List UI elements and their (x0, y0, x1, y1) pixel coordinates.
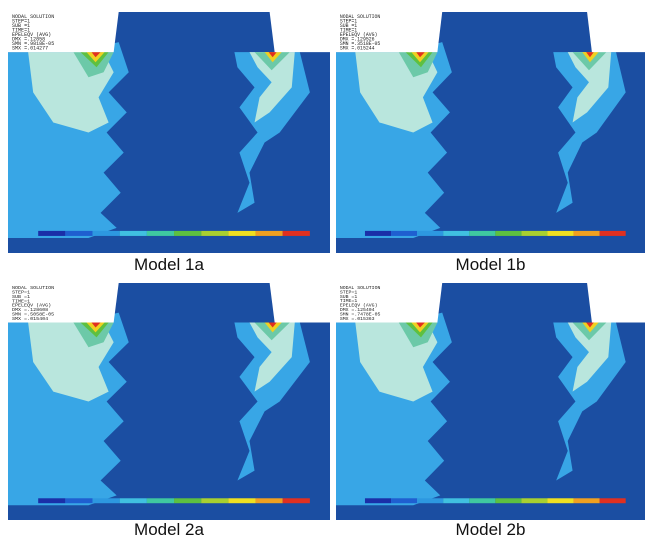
contour-plot: NODAL SOLUTIONSTEP=1SUB =1TIME=1EPELEQV … (336, 12, 645, 253)
scale-segment (391, 498, 417, 503)
caption: Model 2a (9, 520, 329, 535)
scale-segment (521, 498, 547, 503)
scale-segment (283, 231, 310, 236)
scale-segment (521, 231, 547, 236)
scale-segment (365, 498, 391, 503)
tool (408, 283, 442, 323)
scale-segment (228, 231, 255, 236)
scale-segment (574, 231, 600, 236)
info-text: SMX =.014277 (12, 46, 48, 52)
caption: Model 1b (331, 255, 650, 275)
scale-segment (417, 498, 443, 503)
tool (83, 12, 118, 52)
scale-segment (147, 498, 174, 503)
info-text: SMX =.015244 (340, 46, 375, 52)
scale-segment (201, 231, 228, 236)
scale-segment (120, 231, 147, 236)
figure: NODAL SOLUTIONSTEP=1SUB =1TIME=1EPELEQV … (0, 0, 650, 535)
scale-segment (65, 498, 92, 503)
tool (83, 283, 118, 323)
scale-segment (65, 231, 92, 236)
tool (270, 12, 330, 52)
scale-segment (547, 231, 573, 236)
scale-segment (174, 498, 201, 503)
scale-segment (38, 498, 65, 503)
scale-segment (283, 498, 310, 503)
scale-segment (600, 498, 626, 503)
tool (408, 12, 442, 52)
scale-segment (201, 498, 228, 503)
tool (587, 283, 645, 323)
info-text: SMX =.015363 (340, 316, 375, 322)
tool (587, 12, 645, 52)
scale-segment (174, 231, 201, 236)
scale-segment (93, 498, 120, 503)
scale-segment (495, 231, 521, 236)
scale-segment (365, 231, 391, 236)
scale-segment (147, 231, 174, 236)
scale-segment (38, 231, 65, 236)
scale-segment (120, 498, 147, 503)
scale-segment (495, 498, 521, 503)
scale-segment (600, 231, 626, 236)
scale-segment (469, 231, 495, 236)
scale-segment (256, 498, 283, 503)
scale-segment (443, 498, 469, 503)
scale-segment (228, 498, 255, 503)
scale-segment (469, 498, 495, 503)
scale-segment (547, 498, 573, 503)
scale-segment (443, 231, 469, 236)
scale-segment (417, 231, 443, 236)
caption: Model 1a (9, 255, 329, 275)
scale-segment (574, 498, 600, 503)
info-text: SMX =.015404 (12, 316, 48, 322)
tool (270, 283, 330, 323)
scale-segment (93, 231, 120, 236)
scale-segment (256, 231, 283, 236)
caption: Model 2b (331, 520, 650, 535)
scale-segment (391, 231, 417, 236)
